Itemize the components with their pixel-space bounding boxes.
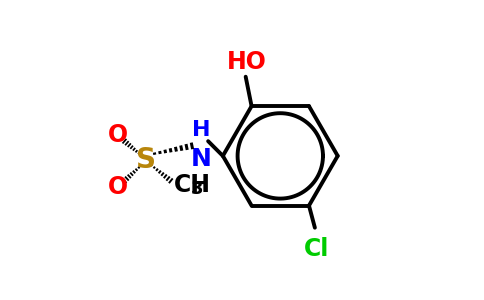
Text: N: N [191,147,212,171]
Text: H: H [192,120,210,140]
Text: S: S [136,146,156,174]
Text: CH: CH [174,173,212,197]
Text: O: O [108,175,128,199]
Text: HO: HO [227,50,267,74]
Text: O: O [108,123,128,147]
Text: 3: 3 [191,180,203,198]
Text: Cl: Cl [303,236,329,260]
